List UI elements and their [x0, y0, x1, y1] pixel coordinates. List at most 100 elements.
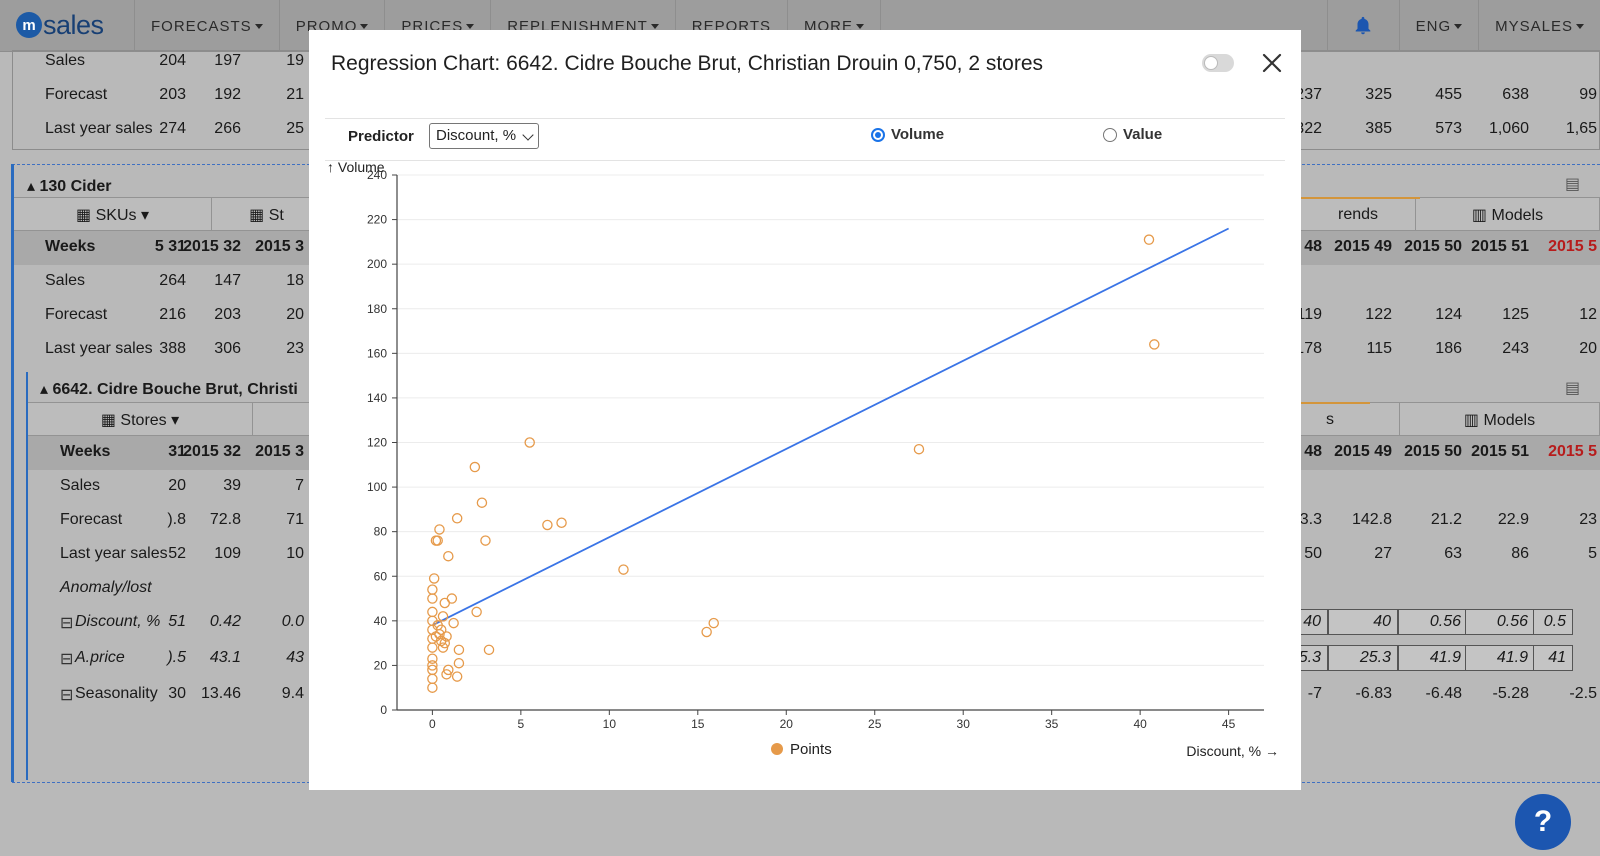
y-tick-label: 240 — [367, 168, 387, 182]
data-point[interactable] — [708, 617, 719, 629]
table-cell: 274 — [159, 120, 186, 137]
data-point[interactable] — [471, 606, 482, 618]
data-point[interactable] — [437, 611, 449, 622]
y-tick-label: 20 — [374, 658, 388, 672]
data-point[interactable] — [913, 443, 925, 455]
close-icon[interactable] — [1259, 50, 1285, 76]
data-point[interactable] — [524, 437, 535, 448]
logo-mark: m — [16, 12, 42, 38]
data-point[interactable] — [451, 513, 463, 524]
help-button[interactable]: ? — [1515, 794, 1571, 850]
value-input[interactable]: 40 — [1328, 609, 1398, 635]
y-tick-label: 100 — [367, 480, 387, 494]
radio-value[interactable]: Value — [1103, 126, 1162, 143]
table-cell: 50 — [1304, 545, 1322, 562]
x-tick-label: 15 — [691, 717, 705, 731]
predictor-select[interactable]: Discount, % — [429, 123, 539, 149]
legend-label[interactable]: Points — [790, 741, 832, 758]
data-point[interactable] — [451, 671, 463, 682]
value-input[interactable]: 0.5 — [1533, 609, 1573, 635]
data-point[interactable] — [1149, 339, 1160, 350]
collapse-icon[interactable]: ⊟ — [60, 687, 74, 704]
table-cell: 2015 32 — [183, 443, 241, 460]
data-point[interactable] — [427, 660, 438, 671]
language-menu[interactable]: ENG — [1398, 0, 1479, 52]
table-cell: 86 — [1511, 545, 1529, 562]
data-point[interactable] — [1143, 234, 1155, 245]
view-toggle[interactable] — [1202, 54, 1234, 72]
table-cell: 99 — [1579, 86, 1597, 103]
radio-volume[interactable]: Volume — [871, 126, 944, 143]
table-cell: -5.28 — [1492, 685, 1529, 702]
data-point[interactable] — [453, 657, 465, 669]
table-cell: 9.4 — [281, 685, 304, 702]
table-cell: 147 — [214, 272, 241, 289]
export-icon[interactable]: ▤ — [1565, 380, 1581, 397]
data-point[interactable] — [483, 644, 495, 656]
table-cell: 23 — [1579, 511, 1597, 528]
data-point[interactable] — [701, 626, 712, 638]
row-label: Last year sales — [45, 120, 153, 137]
data-point[interactable] — [443, 550, 454, 562]
regression-line — [431, 227, 1230, 627]
table-cell: 39 — [223, 477, 241, 494]
collapse-icon[interactable]: ⊟ — [60, 651, 74, 668]
data-point[interactable] — [480, 535, 491, 546]
data-point[interactable] — [441, 669, 452, 680]
data-point[interactable] — [427, 593, 438, 604]
value-input[interactable]: 41 — [1533, 645, 1573, 671]
data-point[interactable] — [439, 637, 451, 649]
table-cell: 203 — [159, 86, 186, 103]
value-input[interactable]: 0.56 — [1465, 609, 1535, 635]
data-point[interactable] — [435, 624, 447, 636]
data-point[interactable] — [446, 593, 458, 604]
data-point[interactable] — [542, 519, 553, 531]
group-title[interactable]: ▴ 130 Cider — [27, 178, 112, 195]
data-point[interactable] — [443, 664, 454, 676]
data-point[interactable] — [556, 517, 567, 528]
table-cell: 0.42 — [209, 613, 241, 630]
tab-models[interactable]: ▥ Models — [1416, 198, 1600, 231]
data-point[interactable] — [427, 682, 438, 693]
data-point[interactable] — [427, 584, 438, 595]
data-point[interactable] — [434, 524, 445, 535]
y-tick-label: 160 — [367, 346, 387, 360]
value-input[interactable]: 41.9 — [1398, 645, 1468, 671]
table-cell: 322 — [1295, 120, 1322, 137]
tab-trends[interactable]: rends — [1300, 198, 1416, 231]
value-input[interactable]: 0.56 — [1398, 609, 1468, 635]
value-input[interactable]: 41.9 — [1465, 645, 1535, 671]
tab-stores[interactable]: ▦ St — [212, 198, 322, 231]
data-point[interactable] — [432, 535, 443, 546]
data-point[interactable] — [453, 644, 465, 656]
menu-forecasts[interactable]: FORECASTS — [134, 0, 280, 52]
data-point[interactable] — [437, 642, 449, 653]
data-point[interactable] — [441, 631, 452, 642]
data-point[interactable] — [427, 606, 438, 618]
tab-models[interactable]: ▥ Models — [1400, 403, 1600, 436]
data-point[interactable] — [427, 673, 438, 685]
data-point[interactable] — [427, 642, 438, 653]
data-point[interactable] — [434, 628, 445, 640]
data-point[interactable] — [448, 617, 459, 629]
x-tick-label: 0 — [429, 717, 436, 731]
sku-title[interactable]: ▴ 6642. Cidre Bouche Brut, Christi — [40, 381, 298, 398]
data-point[interactable] — [428, 573, 440, 584]
radio-value-label: Value — [1123, 126, 1163, 143]
data-point[interactable] — [618, 564, 629, 575]
account-menu[interactable]: MYSALES — [1478, 0, 1600, 52]
value-input[interactable]: 25.3 — [1328, 645, 1398, 671]
collapse-icon[interactable]: ⊟ — [60, 615, 74, 632]
data-point[interactable] — [427, 664, 438, 676]
notifications-button[interactable] — [1326, 0, 1399, 52]
data-point[interactable] — [427, 653, 438, 664]
export-icon[interactable]: ▤ — [1565, 176, 1581, 193]
table-cell: ).8 — [167, 511, 186, 528]
table-cell: 5 — [1588, 545, 1597, 562]
tab-stores[interactable]: ▦ Stores ▾ — [28, 403, 253, 436]
app-logo[interactable]: m sales — [16, 8, 104, 42]
tab-skus[interactable]: ▦ SKUs ▾ — [14, 198, 212, 231]
table-cell: 43.1 — [209, 649, 241, 666]
data-point[interactable] — [476, 497, 488, 508]
data-point[interactable] — [469, 461, 481, 473]
